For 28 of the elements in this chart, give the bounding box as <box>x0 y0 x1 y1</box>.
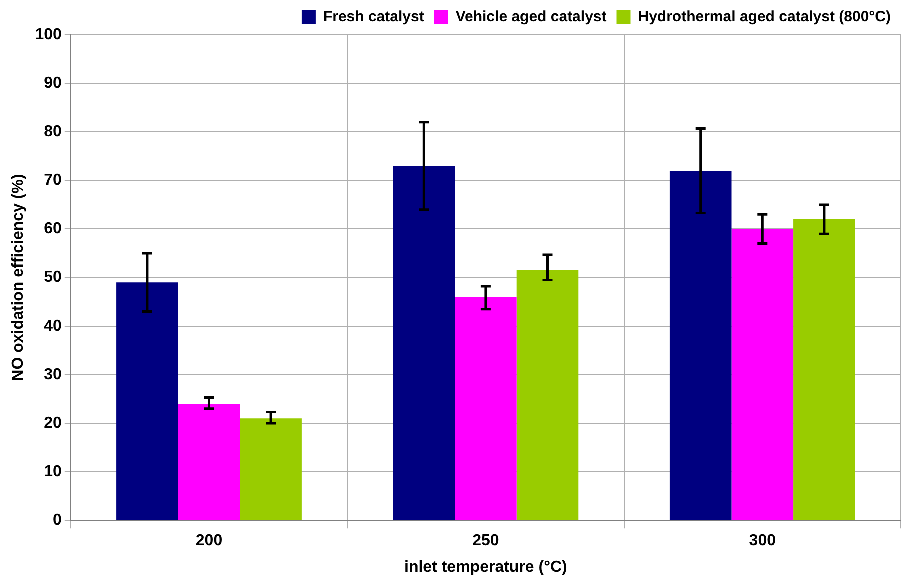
legend-label: Fresh catalyst <box>323 8 424 26</box>
y-tick-label: 0 <box>52 512 62 530</box>
y-tick-label: 70 <box>44 172 62 190</box>
y-axis-title: NO oxidation efficiency (%) <box>10 174 28 382</box>
bar <box>116 282 178 520</box>
bar <box>178 404 240 520</box>
y-tick-label: 60 <box>44 220 62 238</box>
bar <box>516 270 579 520</box>
y-tick-label: 100 <box>35 26 62 44</box>
bar <box>670 170 732 520</box>
bar <box>794 220 856 520</box>
y-tick-label: 80 <box>44 124 62 141</box>
bar <box>732 229 794 520</box>
y-tick-label: 10 <box>44 463 62 480</box>
x-tick-label: 250 <box>472 532 500 550</box>
x-tick-label: 300 <box>749 532 776 550</box>
legend-label: Hydrothermal aged catalyst (800°C) <box>638 8 892 26</box>
y-tick-label: 90 <box>44 74 62 92</box>
bar <box>455 297 517 520</box>
bar <box>240 418 302 520</box>
legend-label: Vehicle aged catalyst <box>456 8 607 26</box>
x-tick-label: 200 <box>196 532 223 550</box>
y-tick-label: 20 <box>44 414 62 432</box>
y-tick-label: 40 <box>44 318 62 335</box>
x-axis-title: inlet temperature (°C) <box>404 558 568 576</box>
y-tick-label: 50 <box>44 269 62 286</box>
bar <box>393 166 456 520</box>
y-tick-label: 30 <box>44 366 62 384</box>
